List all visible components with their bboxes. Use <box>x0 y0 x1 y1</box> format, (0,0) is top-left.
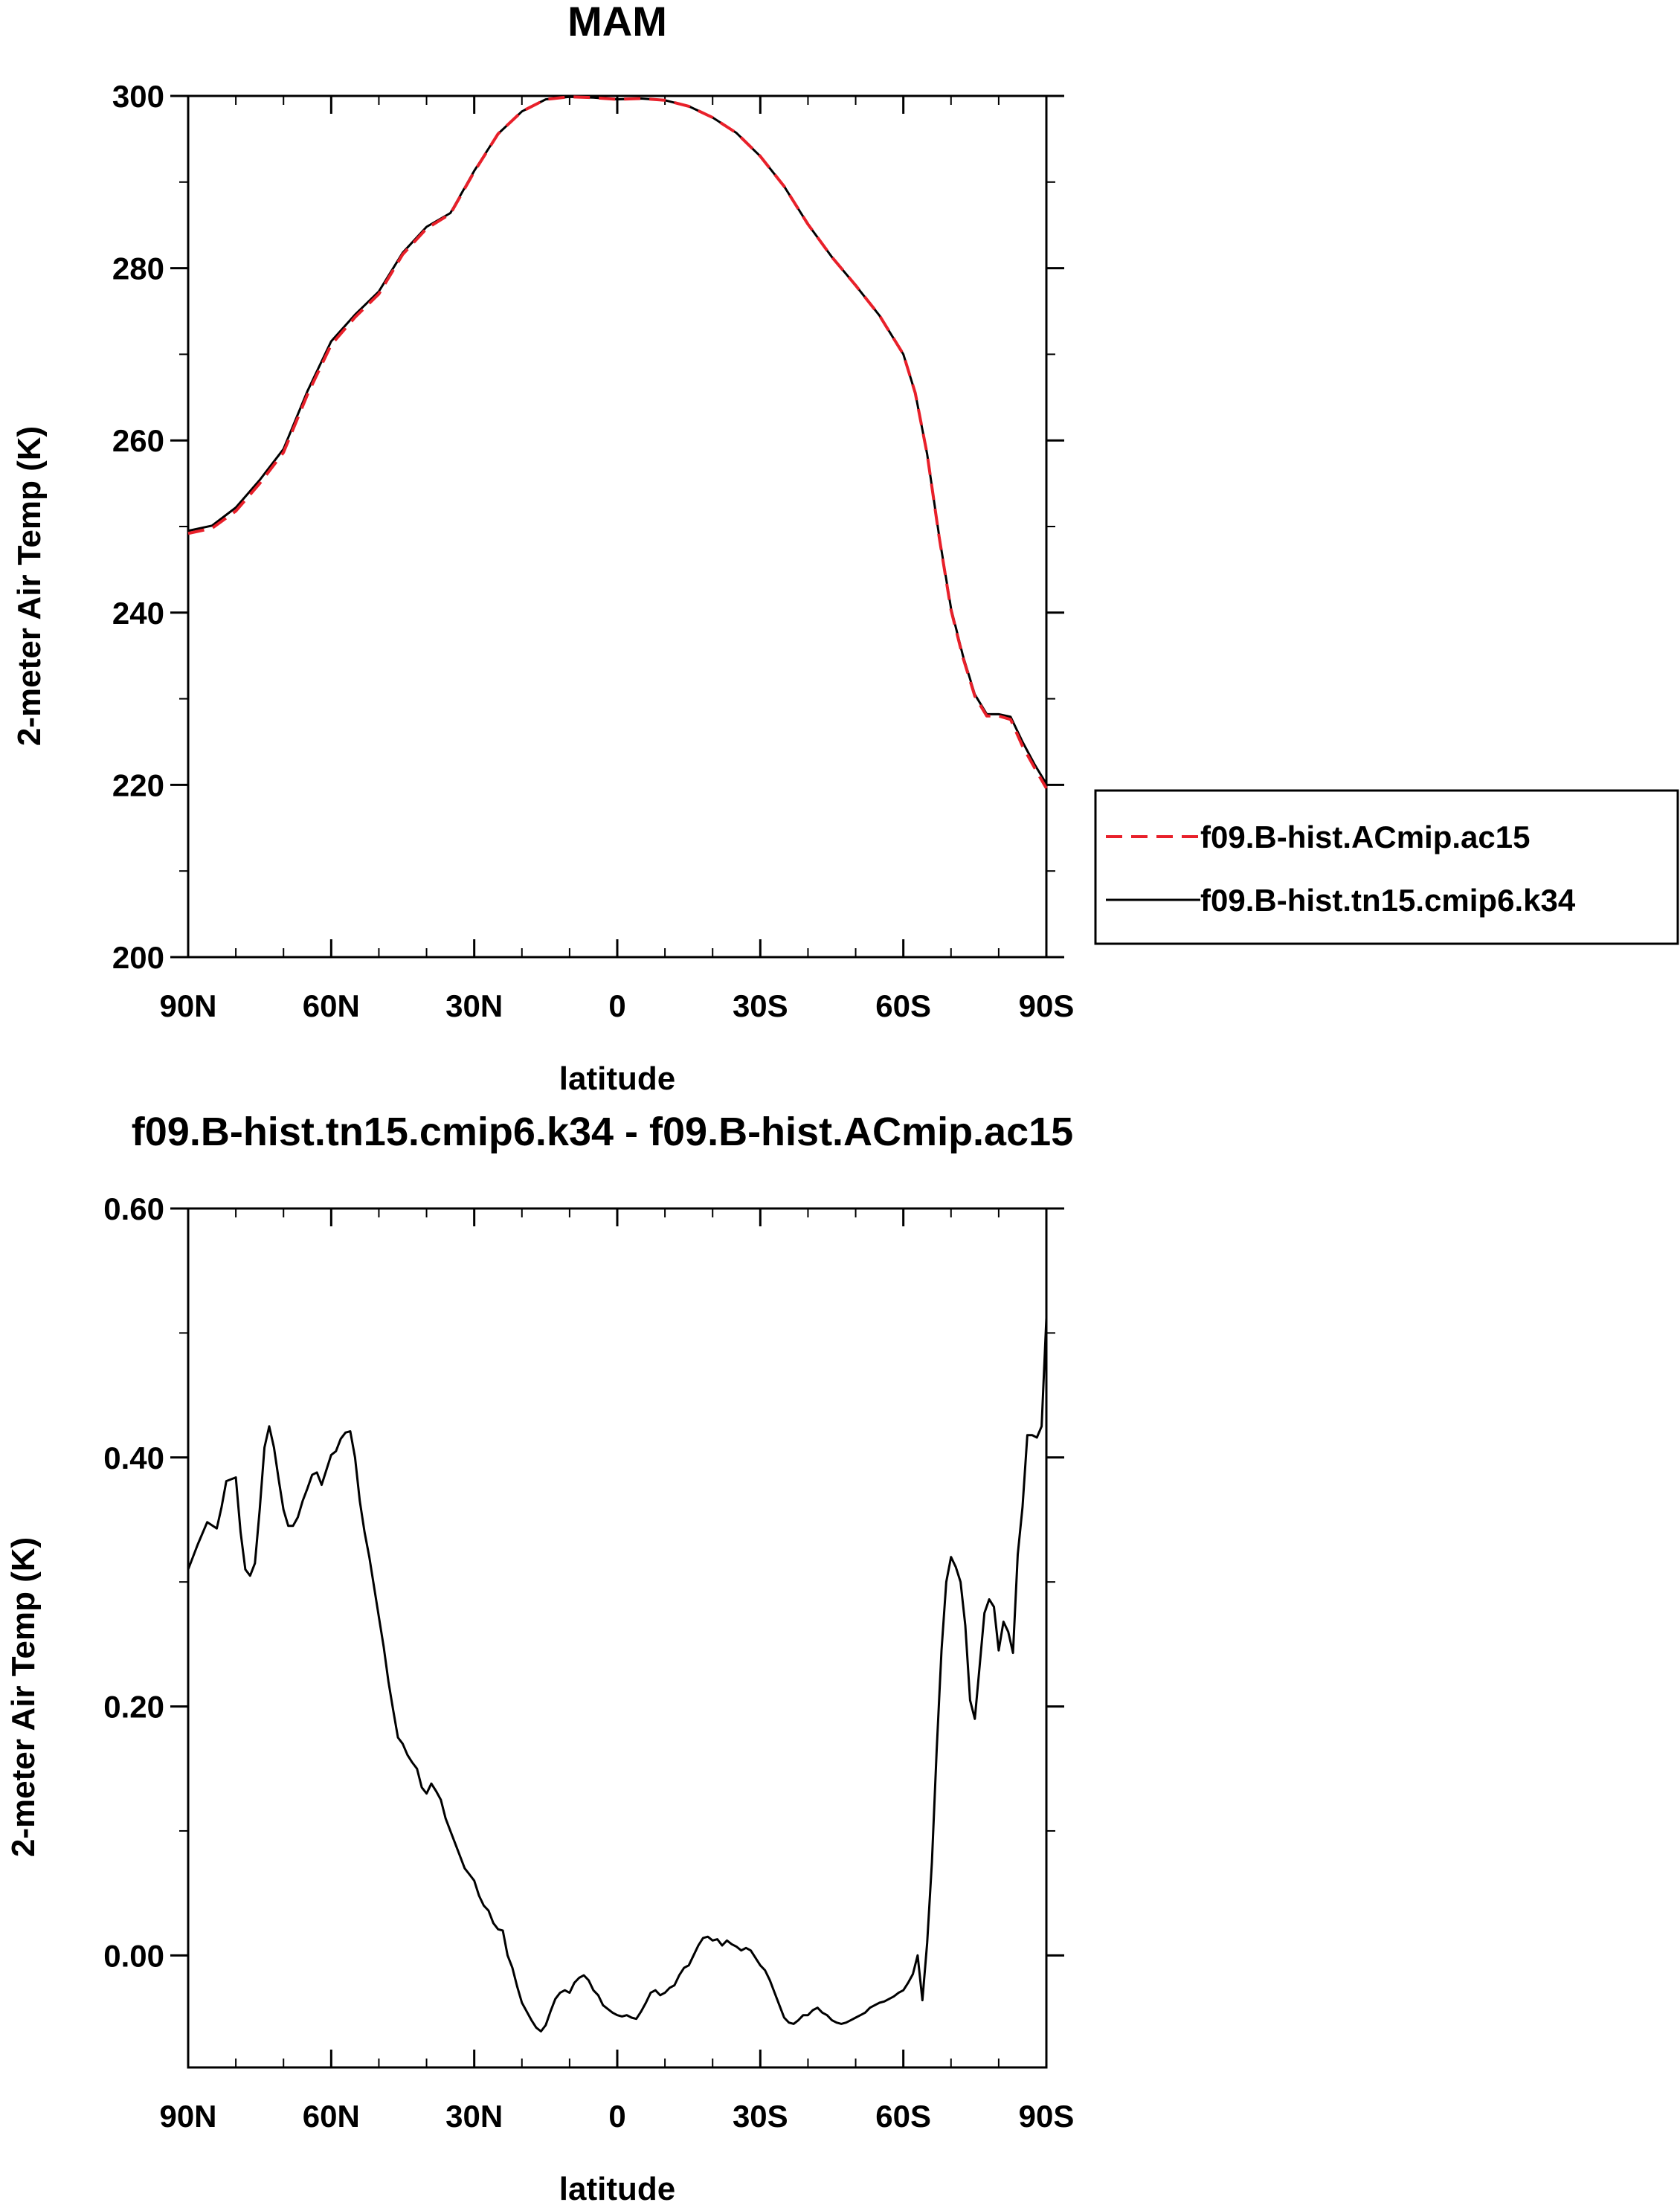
temperature-x-tick-label: 0 <box>608 988 625 1023</box>
temperature-x-tick-label: 90S <box>1019 988 1075 1023</box>
temperature-x-tick-label: 60N <box>303 988 360 1023</box>
difference-y-tick-label: 0.60 <box>103 1191 164 1226</box>
temperature-plot-frame <box>187 94 1048 959</box>
x-axis-label: latitude <box>559 1060 675 1097</box>
y-axis-label: 2-meter Air Temp (K) <box>11 426 48 746</box>
difference-x-tick-label: 90S <box>1019 2099 1075 2134</box>
temperature-series-line-1 <box>187 95 1048 785</box>
difference-x-tick-label: 60S <box>875 2099 931 2134</box>
difference-x-axis-label: latitude <box>559 2171 675 2207</box>
difference-x-tick-label: 30S <box>733 2099 788 2134</box>
temperature-x-tick-label: 90N <box>159 988 216 1023</box>
legend-box <box>1094 789 1679 945</box>
legend: f09.B-hist.ACmip.ac15 f09.B-hist.tn15.cm… <box>1094 789 1679 945</box>
difference-plot-frame <box>187 1207 1048 2069</box>
chart-title: MAM <box>567 0 667 45</box>
difference-y-tick-label: 0.40 <box>103 1441 164 1475</box>
temperature-series-line-0 <box>187 95 1048 789</box>
temperature-plot-area: 90N 60N 30N 0 30S 60S 90S 200 220 240 260 280 300 <box>112 79 1074 1023</box>
difference-x-tick-label: 60N <box>303 2099 360 2134</box>
difference-y-tick-label: 0.00 <box>103 1938 164 1973</box>
difference-x-tick-label: 0 <box>608 2099 625 2134</box>
temperature-y-tick-label: 280 <box>112 251 164 286</box>
difference-x-tick-label: 90N <box>159 2099 216 2134</box>
difference-y-axis-label: 2-meter Air Temp (K) <box>5 1537 42 1857</box>
difference-x-tick-label: 30N <box>445 2099 503 2134</box>
legend-label-ac15: f09.B-hist.ACmip.ac15 <box>1200 820 1530 854</box>
difference-series-line-0 <box>187 1318 1048 2032</box>
temperature-y-tick-label: 220 <box>112 767 164 802</box>
temperature-x-tick-label: 30S <box>733 988 788 1023</box>
temperature-x-tick-label: 60S <box>875 988 931 1023</box>
difference-y-tick-label: 0.20 <box>103 1690 164 1725</box>
temperature-y-tick-label: 240 <box>112 596 164 631</box>
difference-chart-title: f09.B-hist.tn15.cmip6.k34 - f09.B-hist.A… <box>132 1110 1073 1154</box>
temperature-y-tick-label: 200 <box>112 940 164 975</box>
difference-panel: f09.B-hist.tn15.cmip6.k34 - f09.B-hist.A… <box>5 1110 1074 2207</box>
temperature-x-tick-label: 30N <box>445 988 503 1023</box>
temperature-panel: MAM 90N 60N 30N 0 30S 60S 90S 200 220 240 260 280 30… <box>11 0 1074 1097</box>
temperature-y-tick-label: 300 <box>112 79 164 114</box>
difference-plot-area: 90N 60N 30N 0 30S 60S 90S 0.00 0.20 0.40 0.60 <box>103 1191 1074 2134</box>
temperature-y-tick-label: 260 <box>112 423 164 458</box>
legend-label-k34: f09.B-hist.tn15.cmip6.k34 <box>1200 883 1576 918</box>
